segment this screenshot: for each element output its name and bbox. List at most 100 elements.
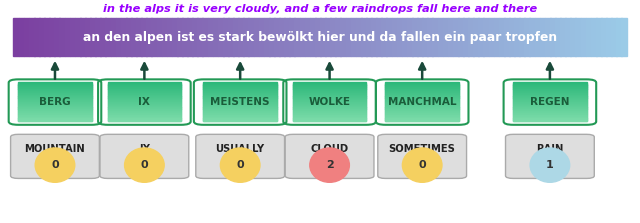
Bar [204,85,277,86]
Bar [433,19,438,56]
Bar [293,84,366,85]
Bar [385,93,459,94]
Bar [85,19,91,56]
Bar [293,98,366,99]
Bar [385,119,459,120]
Bar [218,19,223,56]
Bar [19,89,92,91]
Bar [108,84,181,85]
Bar [293,111,366,112]
Bar [204,91,277,92]
Bar [385,91,459,92]
Text: WOLKE: WOLKE [308,97,351,107]
Bar [463,19,468,56]
Bar [385,92,459,93]
FancyBboxPatch shape [11,134,99,178]
Bar [19,90,92,91]
Bar [385,84,459,85]
Bar [108,119,181,120]
FancyBboxPatch shape [506,134,595,178]
Bar [19,115,92,116]
Bar [108,120,181,121]
Bar [366,19,372,56]
Ellipse shape [530,148,570,182]
Bar [19,98,92,99]
Bar [19,95,92,96]
Bar [293,105,366,106]
Bar [204,111,277,112]
Bar [44,19,50,56]
Bar [385,120,459,122]
Bar [204,108,277,109]
Bar [19,113,92,114]
Bar [513,119,587,120]
Bar [108,98,181,99]
Bar [513,118,587,120]
Bar [108,94,181,95]
Bar [60,19,65,56]
Bar [606,19,612,56]
Bar [293,112,366,113]
Bar [108,98,181,99]
Bar [19,108,92,109]
Bar [108,115,181,116]
Bar [269,19,275,56]
Bar [248,19,254,56]
Bar [108,116,181,117]
Bar [514,19,520,56]
Bar [204,103,277,104]
Bar [204,96,277,97]
Bar [204,95,277,96]
Bar [385,113,459,114]
Bar [108,93,181,94]
Bar [108,99,181,100]
Bar [204,102,277,103]
Bar [293,102,366,103]
Bar [121,19,127,56]
Bar [19,118,92,120]
Bar [385,114,459,115]
Bar [513,100,587,101]
Bar [108,117,181,118]
Bar [19,107,92,108]
Bar [204,100,277,101]
Bar [381,19,387,56]
Bar [13,19,19,56]
Bar [513,108,587,109]
Bar [473,19,479,56]
Bar [19,99,92,100]
Bar [204,86,277,87]
Bar [513,96,587,97]
Bar [385,116,459,117]
Bar [172,19,177,56]
Bar [223,19,228,56]
Bar [293,110,366,111]
Bar [204,98,277,99]
Bar [293,114,366,115]
Bar [385,117,459,118]
Bar [493,19,499,56]
Bar [504,19,509,56]
Bar [116,19,122,56]
Bar [596,19,602,56]
Bar [70,19,76,56]
Text: USUALLY: USUALLY [216,145,265,154]
Bar [289,19,295,56]
Bar [293,82,366,83]
Bar [24,19,29,56]
Bar [19,97,92,98]
Bar [108,118,181,119]
Bar [385,118,459,119]
Bar [293,95,366,96]
Bar [513,114,587,115]
Bar [204,116,277,118]
Bar [19,118,92,119]
Bar [204,84,277,85]
Bar [108,111,181,112]
Bar [385,101,459,102]
Bar [108,112,181,113]
Bar [19,87,92,89]
Bar [19,101,92,102]
Bar [259,19,264,56]
Bar [513,106,587,107]
